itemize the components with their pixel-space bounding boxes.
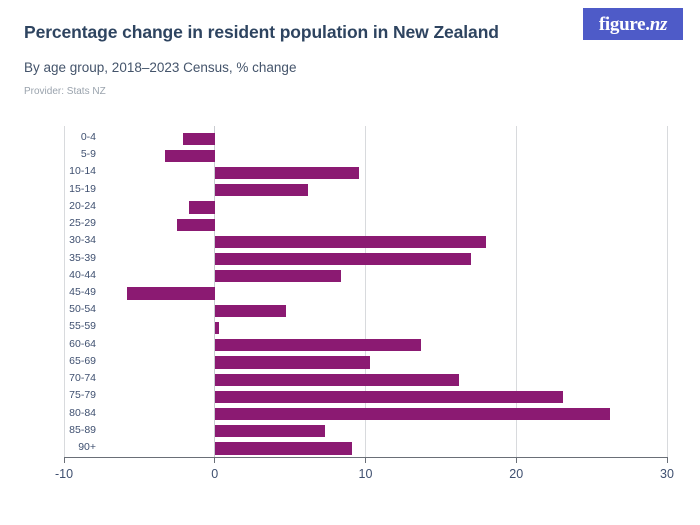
bar-90+[interactable] <box>214 442 352 455</box>
y-axis-label-5-9: 5-9 <box>80 148 96 161</box>
bar-row[interactable]: 80-84 <box>0 406 700 423</box>
bar-55-59[interactable] <box>214 321 220 335</box>
gridline-10 <box>365 126 366 457</box>
gridline-20 <box>515 126 517 457</box>
bar-row[interactable]: 65-69 <box>0 354 700 371</box>
chart-gridlines: -10 0 10 20 30 <box>0 112 700 525</box>
bar-row[interactable]: 5-9 <box>0 147 700 164</box>
y-axis-label-55-59: 55-59 <box>69 320 96 333</box>
bar-row[interactable]: 40-44 <box>0 268 700 285</box>
bar-10-14[interactable] <box>214 166 360 180</box>
bar-5-9[interactable] <box>165 149 215 162</box>
gridline-30 <box>666 126 668 457</box>
bar-15-19[interactable] <box>214 184 309 197</box>
y-axis-label-35-39: 35-39 <box>69 251 96 264</box>
bar-row[interactable]: 90+ <box>0 440 700 457</box>
x-axis-line <box>64 457 668 458</box>
bar-row[interactable]: 30-34 <box>0 233 700 250</box>
bar-20-24[interactable] <box>189 201 215 214</box>
bar-40-44[interactable] <box>214 270 342 283</box>
bar-30-34[interactable] <box>214 235 487 248</box>
y-axis-label-65-69: 65-69 <box>69 354 96 367</box>
gridline--10 <box>63 126 65 457</box>
y-axis-label-50-54: 50-54 <box>69 303 96 316</box>
y-axis-label-0-4: 0-4 <box>80 131 96 143</box>
y-axis-label-60-64: 60-64 <box>69 337 96 350</box>
figure-nz-logo-text: figure.nz <box>598 13 668 35</box>
chart-plot-area: -10 0 10 20 30 0-4 5-9 10-14 15-19 20-24 25-29 30-… <box>0 112 700 525</box>
bar-0-4[interactable] <box>183 132 215 145</box>
bar-50-54[interactable] <box>214 304 286 317</box>
y-axis-label-85-89: 85-89 <box>69 423 96 436</box>
bar-25-29[interactable] <box>177 218 215 231</box>
bar-row[interactable]: 70-74 <box>0 371 700 388</box>
bar-row[interactable]: 0-4 <box>0 130 700 147</box>
x-axis-tick-10 <box>365 457 366 463</box>
gridline-0 <box>214 126 216 457</box>
y-axis-label-80-84: 80-84 <box>69 406 96 419</box>
bar-80-84[interactable] <box>214 408 610 421</box>
bar-70-74[interactable] <box>214 373 459 386</box>
y-axis-label-10-14: 10-14 <box>69 165 96 178</box>
y-axis-label-45-49: 45-49 <box>69 285 96 298</box>
x-axis-label-0: 0 <box>211 467 219 481</box>
chart-bars: 0-4 5-9 10-14 15-19 20-24 25-29 30-34 35-39 40-4… <box>0 112 700 525</box>
bar-85-89[interactable] <box>214 425 325 438</box>
bar-60-64[interactable] <box>214 339 422 352</box>
bar-row[interactable]: 25-29 <box>0 216 700 233</box>
bar-row[interactable]: 45-49 <box>0 285 700 302</box>
chart-header: Percentage change in resident population… <box>0 0 700 112</box>
y-axis-label-20-24: 20-24 <box>69 199 96 212</box>
bar-65-69[interactable] <box>214 356 371 369</box>
x-axis-tick--10 <box>63 457 65 463</box>
bar-row[interactable]: 85-89 <box>0 423 700 440</box>
chart-provider: Provider: Stats NZ <box>24 86 106 97</box>
x-axis-tick-20 <box>515 457 517 463</box>
x-axis-label-10: 10 <box>358 467 373 481</box>
x-axis-tick-30 <box>666 457 668 463</box>
y-axis-label-90+: 90+ <box>78 440 96 453</box>
page-title: Percentage change in resident population… <box>24 22 499 42</box>
bar-row[interactable]: 60-64 <box>0 337 700 354</box>
y-axis-label-30-34: 30-34 <box>69 234 96 247</box>
y-axis-label-15-19: 15-19 <box>69 182 96 195</box>
bar-row[interactable]: 75-79 <box>0 388 700 405</box>
x-axis-tick-0 <box>214 457 216 463</box>
x-axis-label-20: 20 <box>509 467 524 481</box>
y-axis-label-40-44: 40-44 <box>69 268 96 281</box>
bar-row[interactable]: 10-14 <box>0 164 700 181</box>
chart-subtitle: By age group, 2018–2023 Census, % change <box>24 60 297 75</box>
bar-75-79[interactable] <box>214 390 563 403</box>
figure-nz-logo[interactable]: figure.nz <box>583 8 683 40</box>
y-axis-label-70-74: 70-74 <box>69 372 96 385</box>
bar-row[interactable]: 55-59 <box>0 319 700 336</box>
bar-row[interactable]: 15-19 <box>0 182 700 199</box>
x-axis-label-30: 30 <box>660 467 674 481</box>
x-axis-label--10: -10 <box>54 467 74 481</box>
y-axis-label-25-29: 25-29 <box>69 217 96 230</box>
y-axis-label-75-79: 75-79 <box>69 389 96 402</box>
bar-35-39[interactable] <box>214 253 472 266</box>
bar-row[interactable]: 20-24 <box>0 199 700 216</box>
bar-45-49[interactable] <box>127 287 215 300</box>
bar-row[interactable]: 35-39 <box>0 251 700 268</box>
bar-row[interactable]: 50-54 <box>0 302 700 319</box>
